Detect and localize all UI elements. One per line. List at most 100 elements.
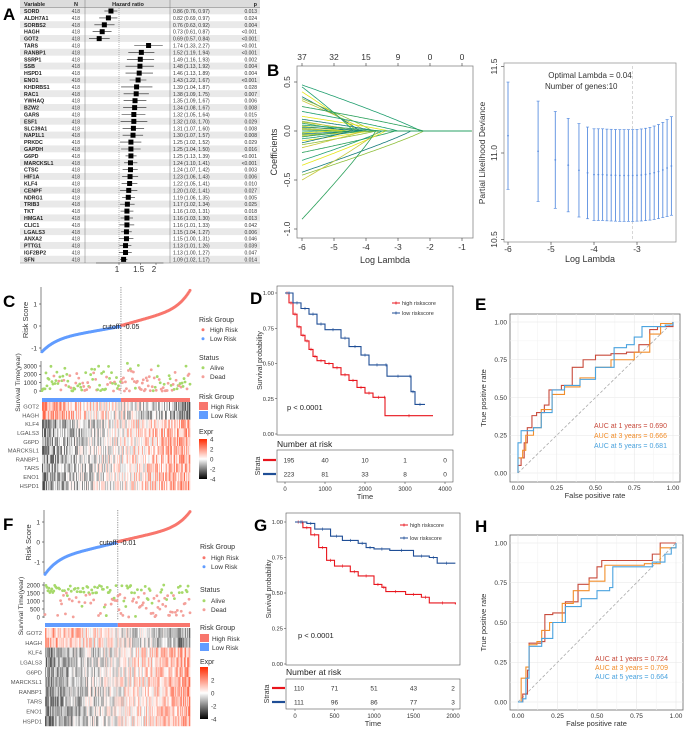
heatmap-cell — [93, 716, 95, 727]
heatmap-cell — [66, 716, 68, 727]
lasso-top-tick-label: 9 — [396, 52, 401, 62]
heatmap-cell — [134, 446, 136, 455]
heatmap-cell — [142, 667, 145, 678]
heatmap-cell — [155, 419, 157, 429]
status-dead-point — [83, 601, 87, 604]
heatmap-cell — [147, 481, 149, 491]
heatmap-cell — [113, 677, 115, 687]
heatmap-cell — [133, 446, 135, 455]
roc-x-tick-label: 0.25 — [550, 485, 563, 492]
heatmap-cell — [71, 667, 73, 678]
heatmap-cell — [96, 454, 98, 464]
forest-p-label: 0.039 — [244, 244, 257, 250]
heatmap-cell — [47, 677, 50, 687]
heatmap-cell — [51, 628, 54, 638]
heatmap-cell — [106, 677, 109, 687]
status-alive-point — [172, 387, 176, 391]
heatmap-cell — [57, 446, 59, 455]
forest-n-label: 418 — [72, 223, 81, 229]
heatmap-cell — [46, 677, 49, 687]
heatmap-cell — [93, 428, 95, 438]
heatmap-cell — [95, 481, 97, 491]
heatmap-cell — [168, 667, 170, 678]
heatmap-cell — [155, 686, 157, 697]
heatmap-cell — [165, 667, 167, 678]
heatmap-cell — [63, 410, 65, 420]
heatmap-cell — [61, 677, 63, 687]
heatmap-cell — [84, 628, 86, 638]
heatmap-cell — [165, 428, 167, 438]
heatmap-cell — [82, 463, 84, 473]
heatmap-cell — [71, 628, 73, 638]
heatmap-cell — [180, 628, 182, 638]
heatmap-cell — [78, 647, 80, 658]
status-dead-point — [75, 372, 79, 375]
heatmap-cell — [126, 402, 128, 411]
heatmap-cell — [120, 419, 122, 429]
heatmap-cell — [138, 419, 140, 429]
heatmap-cell — [183, 706, 185, 717]
heatmap-cell — [132, 402, 134, 411]
forest-n-label: 418 — [72, 216, 81, 222]
heatmap-cell — [135, 647, 137, 658]
roc-x-tick-label: 0.50 — [591, 713, 604, 720]
heatmap-cell — [168, 628, 170, 638]
status-alive-point — [93, 585, 97, 589]
heatmap-cell — [127, 419, 129, 429]
heatmap-cell — [154, 446, 156, 455]
heatmap-cell — [76, 647, 78, 658]
heatmap-cell — [74, 628, 76, 638]
heatmap-cell — [77, 419, 79, 429]
heatmap-cell — [158, 402, 160, 411]
heatmap-cell — [174, 637, 176, 648]
heatmap-cell — [119, 657, 121, 668]
heatmap-cell — [107, 677, 109, 687]
heatmap-cell — [76, 454, 78, 464]
heatmap-cell — [164, 402, 166, 411]
lasso-x-tick-label: -6 — [298, 242, 306, 252]
status-alive-point — [186, 584, 190, 588]
heatmap-cell — [184, 402, 186, 411]
heatmap-cell — [58, 637, 60, 648]
heatmap-gene-label: KLF4 — [25, 422, 40, 428]
heatmap-cell — [145, 637, 148, 648]
heatmap-cell — [149, 419, 151, 429]
legend-high-risk-label: High Risk — [210, 327, 239, 334]
status-alive-point — [53, 382, 57, 385]
heatmap-cell — [69, 481, 71, 491]
heatmap-cell — [184, 677, 186, 687]
heatmap-cell — [62, 481, 64, 491]
heatmap-cell — [104, 647, 107, 658]
heatmap-cell — [97, 402, 99, 411]
heatmap-cell — [136, 410, 138, 420]
forest-p-label: 0.002 — [244, 57, 257, 63]
roc-y-tick-label: 0.50 — [494, 620, 507, 627]
status-dead-point — [175, 608, 179, 612]
heatmap-cell — [127, 696, 129, 707]
status-dead-point — [135, 379, 139, 383]
heatmap-cell — [171, 706, 173, 717]
heatmap-cell — [52, 410, 54, 420]
legend-high-risk-dot — [202, 556, 206, 560]
heatmap-cell — [118, 454, 120, 464]
heatmap-cell — [91, 419, 93, 429]
heatmap-cell — [79, 437, 81, 447]
heatmap-cell — [43, 428, 45, 438]
heatmap-cell — [105, 637, 108, 648]
heatmap-cell — [128, 647, 130, 658]
heatmap-cell — [135, 437, 137, 447]
heatmap-cell — [148, 446, 150, 455]
heatmap-cell — [93, 419, 95, 429]
heatmap-cell — [98, 716, 101, 727]
heatmap-cell — [167, 446, 169, 455]
heatmap-cell — [186, 402, 188, 411]
heatmap-cell — [54, 454, 56, 464]
heatmap-cell — [134, 402, 136, 411]
heatmap-cell — [183, 446, 185, 455]
heatmap-cell — [151, 410, 153, 420]
heatmap-gene-label: HAGH — [22, 413, 39, 419]
heatmap-cell — [124, 428, 126, 438]
heatmap-cell — [147, 446, 149, 455]
heatmap-cell — [164, 706, 166, 717]
heatmap-cell — [151, 628, 154, 638]
